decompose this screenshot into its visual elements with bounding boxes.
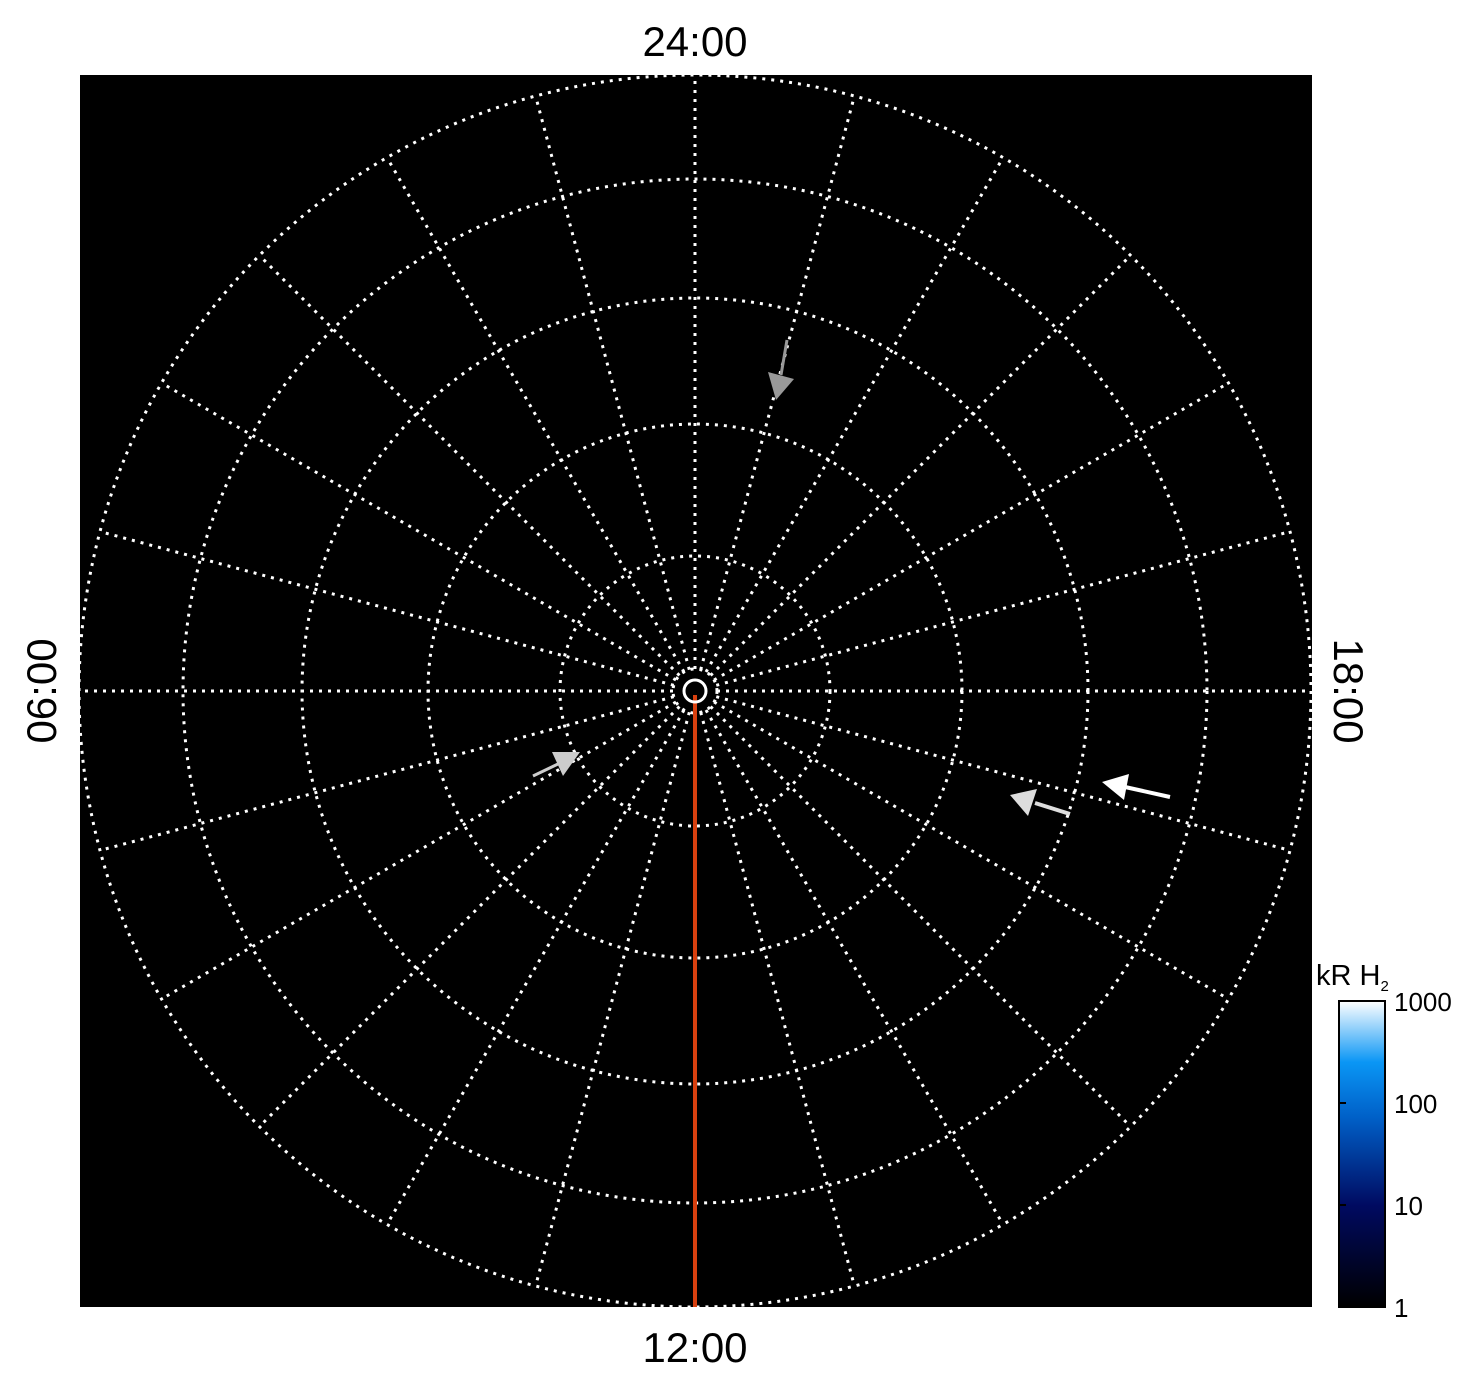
local-time-meridian: [713, 381, 1230, 682]
polar-grid: [77, 73, 1313, 1309]
local-time-meridian: [715, 695, 1291, 852]
local-time-meridian: [99, 530, 675, 687]
colorbar-gradient: [1338, 1000, 1386, 1308]
local-time-meridian: [385, 709, 686, 1226]
local-time-meridian: [715, 530, 1291, 687]
arrow-annotation-4: [1102, 774, 1171, 800]
local-time-meridian: [704, 156, 1005, 673]
colorbar-tick-label: 1: [1394, 1293, 1408, 1323]
local-time-meridian: [709, 705, 1132, 1128]
local-time-meridian: [534, 711, 691, 1287]
colorbar-label: kR H2: [1316, 960, 1389, 995]
pole-marker: [682, 678, 708, 704]
colorbar-tick-label: 10: [1394, 1191, 1423, 1221]
latitude-ring: [558, 554, 832, 828]
local-time-meridian: [160, 700, 677, 1001]
local-time-meridian: [709, 254, 1132, 677]
local-time-meridian: [258, 254, 681, 677]
latitude-ring: [77, 73, 1313, 1309]
label-bottom: 12:00: [642, 1324, 747, 1371]
latitude-ring: [181, 177, 1209, 1205]
local-time-meridian: [699, 711, 856, 1287]
local-time-meridian: [704, 709, 1005, 1226]
local-time-meridian: [258, 705, 681, 1128]
local-time-meridian: [160, 381, 677, 682]
arrow-annotation-1: [768, 339, 794, 400]
local-time-meridian: [99, 695, 675, 852]
arrow-annotation-2: [532, 752, 580, 778]
local-time-meridian: [713, 700, 1230, 1001]
arrow-annotation-3: [1010, 789, 1071, 816]
colorbar-tick-label: 100: [1394, 1089, 1437, 1119]
label-top: 24:00: [642, 18, 747, 65]
local-time-meridian: [534, 95, 691, 671]
colorbar: kR H2 1 10 100 1000: [1316, 960, 1452, 1323]
local-time-meridian: [385, 156, 686, 673]
label-right: 18:00: [1325, 638, 1372, 743]
label-left: 06:00: [18, 638, 65, 743]
colorbar-tick-label: 1000: [1394, 987, 1452, 1017]
